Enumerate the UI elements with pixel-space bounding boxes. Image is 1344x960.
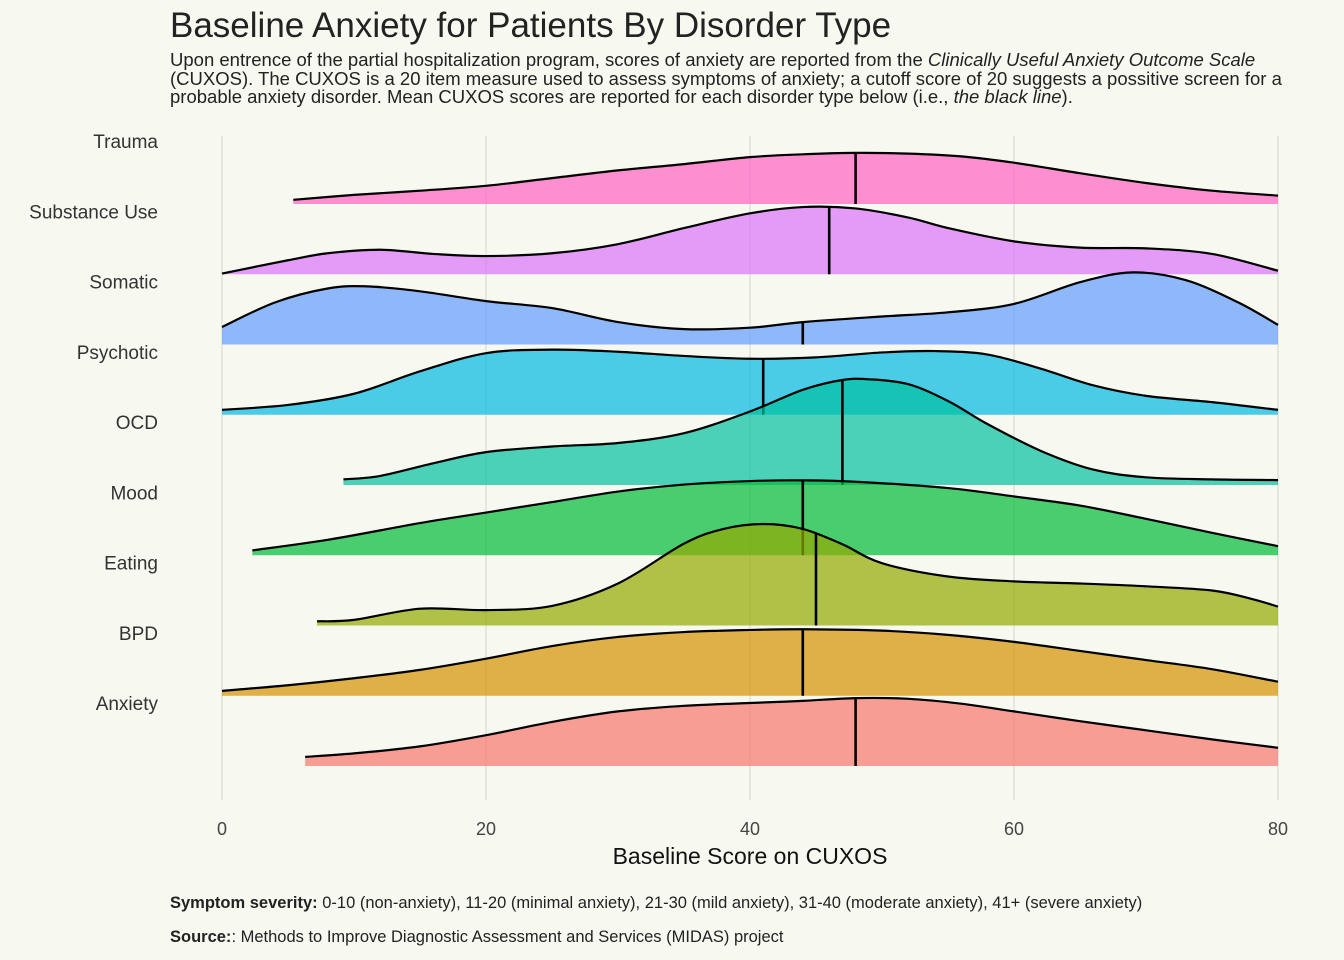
y-label-somatic: Somatic <box>89 273 158 294</box>
source-text: : Methods to Improve Diagnostic Assessme… <box>231 928 784 946</box>
y-label-substance-use: Substance Use <box>29 202 158 223</box>
ridge-fill-bpd <box>222 629 1278 696</box>
ridge-fill-ocd <box>343 378 1278 485</box>
ridge-fill-anxiety <box>305 697 1278 766</box>
x-axis-title: Baseline Score on CUXOS <box>613 843 888 869</box>
ridge-ocd <box>343 377 1279 485</box>
y-label-mood: Mood <box>110 483 158 504</box>
ridge-outline-eating <box>316 522 1279 623</box>
ridge-fill-substance-use <box>222 206 1278 275</box>
chart-title: Baseline Anxiety for Patients By Disorde… <box>170 6 892 45</box>
subtitle-italic-black-line: the black line <box>953 86 1062 107</box>
ridge-somatic <box>221 271 1279 345</box>
y-label-eating: Eating <box>104 554 158 575</box>
ridge-fill-eating <box>317 524 1278 626</box>
severity-caption: Symptom severity: 0-10 (non-anxiety), 11… <box>170 894 1142 913</box>
ridge-outline-psychotic <box>221 348 1279 411</box>
ridge-fill-psychotic <box>222 349 1278 415</box>
ridge-trauma <box>293 151 1279 204</box>
subtitle-text-2: (CUXOS). The CUXOS is a 20 item measure … <box>170 67 1282 107</box>
severity-label: Symptom severity: <box>170 894 318 912</box>
ridge-fill-trauma <box>293 152 1278 204</box>
subtitle-text-3: ). <box>1061 86 1073 107</box>
severity-text: 0-10 (non-anxiety), 11-20 (minimal anxie… <box>317 894 1143 912</box>
ridge-outline-somatic <box>221 271 1279 331</box>
x-axis-ticks: 0 20 40 60 80 <box>217 819 1288 839</box>
x-tick-label-60: 60 <box>1004 819 1024 839</box>
ridge-outline-anxiety <box>305 696 1279 758</box>
subtitle-italic-scale-name: Clinically Useful Anxiety Outcome Scale <box>927 49 1256 70</box>
x-tick-label-40: 40 <box>740 819 760 839</box>
ridge-anxiety <box>305 696 1279 766</box>
ridge-fill-mood <box>252 480 1279 556</box>
ridge-substance-use <box>221 205 1279 275</box>
ridge-outline-trauma <box>293 151 1279 201</box>
ridges <box>221 151 1279 766</box>
subtitle-text-1: Upon entrence of the partial hospitaliza… <box>170 49 928 70</box>
y-label-anxiety: Anxiety <box>96 694 159 715</box>
source-label: Source: <box>170 928 232 946</box>
ridge-outline-mood <box>252 479 1279 552</box>
y-label-ocd: OCD <box>116 413 158 434</box>
ridge-outline-substance-use <box>221 205 1279 275</box>
source-caption: Source:: Methods to Improve Diagnostic A… <box>170 928 784 947</box>
ridge-eating <box>316 522 1279 626</box>
y-label-psychotic: Psychotic <box>77 343 158 364</box>
chart-subtitle: Upon entrence of the partial hospitaliza… <box>170 49 1300 107</box>
ridge-psychotic <box>221 348 1279 415</box>
ridge-bpd <box>221 628 1279 696</box>
x-tick-label-20: 20 <box>476 819 496 839</box>
y-label-trauma: Trauma <box>93 132 158 153</box>
y-axis-labels: Trauma Substance Use Somatic Psychotic OCD Mo… <box>29 132 158 715</box>
x-tick-label-0: 0 <box>217 819 227 839</box>
ridge-outline-bpd <box>221 628 1279 692</box>
y-label-bpd: BPD <box>119 624 158 645</box>
x-tick-label-80: 80 <box>1268 819 1288 839</box>
ridge-fill-somatic <box>222 272 1278 345</box>
